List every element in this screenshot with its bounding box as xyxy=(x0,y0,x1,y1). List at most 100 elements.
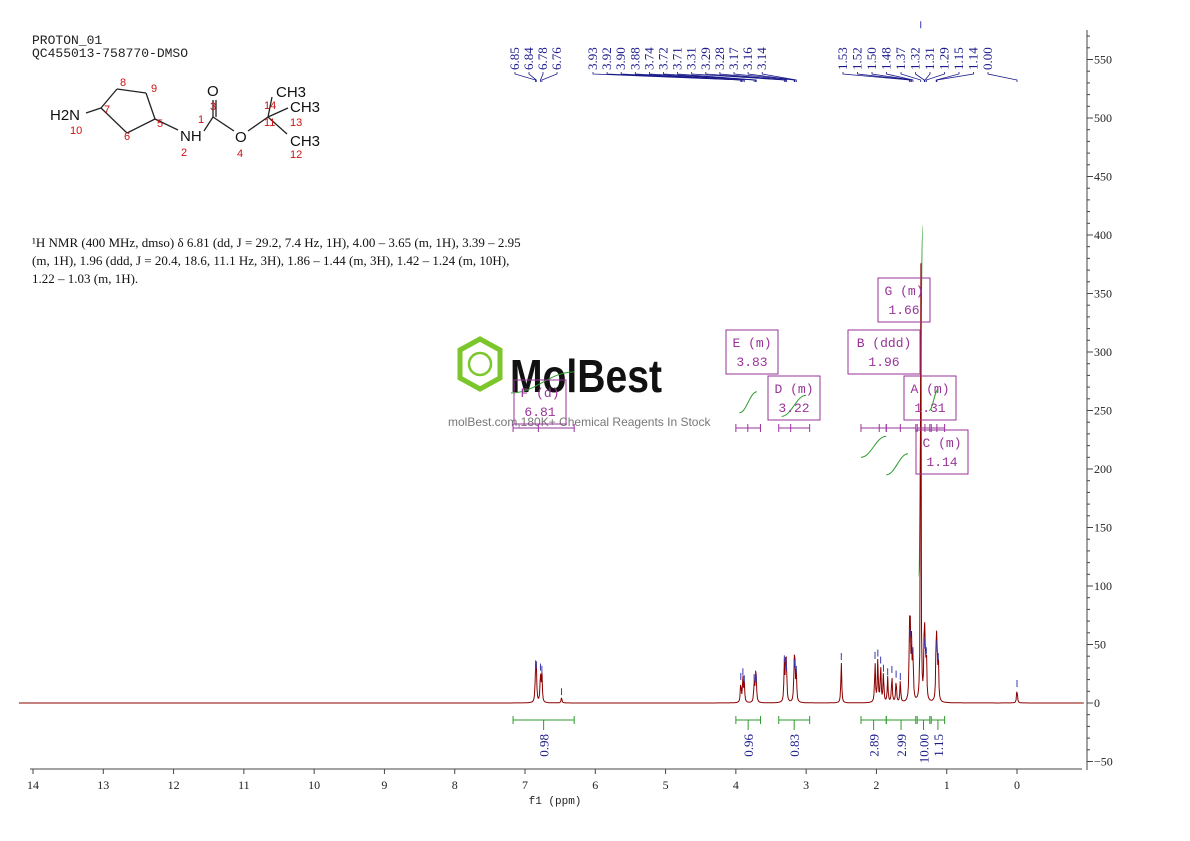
x-axis-label: f1 (ppm) xyxy=(529,796,582,808)
y-tick-label: −50 xyxy=(1094,755,1113,769)
peak-leader xyxy=(649,72,755,82)
y-tick-label: 300 xyxy=(1094,345,1112,359)
y-tick-label: 0 xyxy=(1094,696,1100,710)
atom-index-11: 11 xyxy=(264,117,275,129)
multiplet-label: B (ddd) xyxy=(857,336,912,351)
y-tick-label: 100 xyxy=(1094,579,1112,593)
peak-leader xyxy=(663,72,756,82)
peak-label: 1.31 xyxy=(922,47,937,70)
ester-o-label: O xyxy=(235,129,247,146)
peak-leader xyxy=(871,72,912,82)
peak-label: 1.53 xyxy=(835,47,850,70)
multiplet-label: D (m) xyxy=(774,382,813,397)
multiplet-label: C (m) xyxy=(922,436,961,451)
multiplet-shift: 1.66 xyxy=(888,303,919,318)
peak-leader xyxy=(936,72,974,82)
spectrum-title: PROTON_01 xyxy=(32,33,102,48)
watermark-tagline: molBest.com,180K+ Chemical Reagents In S… xyxy=(448,415,711,429)
peak-label: 1.29 xyxy=(937,47,952,70)
integral-value: 0.98 xyxy=(537,734,552,757)
peak-leader xyxy=(925,72,945,82)
peak-label: 3.16 xyxy=(740,47,755,70)
multiplet-label: F (d) xyxy=(520,386,559,401)
integral-value: 2.89 xyxy=(867,734,882,757)
integral-value: 0.83 xyxy=(787,734,802,757)
peak-label: 3.88 xyxy=(627,47,642,70)
atom-index-8: 8 xyxy=(120,77,126,89)
multiplet-shift: 1.96 xyxy=(868,355,899,370)
x-tick-label: 4 xyxy=(733,778,739,792)
peak-label: 1.50 xyxy=(864,47,879,70)
peak-leader xyxy=(935,72,960,82)
peak-leader xyxy=(705,72,787,82)
multiplet-shift: 3.83 xyxy=(736,355,767,370)
multiplet-shift: 1.31 xyxy=(914,401,945,416)
x-tick-label: 1 xyxy=(944,778,950,792)
peak-label: 1.14 xyxy=(966,47,981,70)
peak-label: 3.71 xyxy=(670,47,685,70)
atom-index-2: 2 xyxy=(181,147,187,159)
multiplet-shift: 3.22 xyxy=(778,401,809,416)
integral-value: 1.15 xyxy=(931,734,946,757)
atom-index-14: 14 xyxy=(264,100,276,112)
peak-label: 3.28 xyxy=(712,47,727,70)
watermark: MolBest molBest.com,180K+ Chemical Reage… xyxy=(448,336,711,429)
peak-leader xyxy=(514,72,536,82)
x-tick-label: 12 xyxy=(168,778,180,792)
peak-label: 1.32 xyxy=(908,47,923,70)
atom-index-1: 1 xyxy=(198,114,204,126)
peak-label: 3.17 xyxy=(726,47,741,70)
y-tick-label: 200 xyxy=(1094,462,1112,476)
peak-label: 6.78 xyxy=(535,47,550,70)
amine-label: H2N xyxy=(50,107,80,124)
x-tick-label: 9 xyxy=(381,778,387,792)
x-tick-label: 14 xyxy=(27,778,39,792)
peak-leader xyxy=(528,72,537,82)
peak-leader xyxy=(747,72,796,82)
atom-index-13: 13 xyxy=(290,117,302,129)
integral-value: 10.00 xyxy=(917,734,932,763)
y-tick-label: 500 xyxy=(1094,111,1112,125)
peak-leader xyxy=(620,72,744,82)
multiplet-label: E (m) xyxy=(732,336,771,351)
peak-label: 6.85 xyxy=(507,47,522,70)
x-tick-label: 10 xyxy=(308,778,320,792)
y-tick-label: 150 xyxy=(1094,521,1112,535)
multiplet-boxes: F (d) 6.81 E (m) 3.83 D (m) 3.22 B (ddd) 1.96 G … xyxy=(512,277,969,475)
peak-labels: 6.85 6.84 6.78 6.76 3.93 3.92 3.90 3.88 3.74 3.72… xyxy=(507,47,1018,82)
peak-label: 3.92 xyxy=(599,47,614,70)
integral-curve xyxy=(860,435,887,458)
peak-label: 3.90 xyxy=(613,47,628,70)
y-tick-label: 350 xyxy=(1094,287,1112,301)
nh-label: NH xyxy=(180,128,202,145)
atom-index-12: 12 xyxy=(290,149,302,161)
peak-leader xyxy=(987,72,1018,82)
x-tick-label: 8 xyxy=(452,778,458,792)
axis-ticks: 14 13 12 11 10 9 8 7 6 5 4 3 2 1 055050045040035030025… xyxy=(27,35,1113,792)
multiplet-box xyxy=(513,379,567,425)
x-tick-label: 7 xyxy=(522,778,528,792)
sample-id: QC455013-758770-DMSO xyxy=(32,46,188,61)
molbest-logo-icon xyxy=(457,336,503,392)
peak-leader xyxy=(691,72,785,82)
multiplet-shift: 6.81 xyxy=(524,405,555,420)
peak-leader xyxy=(886,72,914,82)
peak-leader xyxy=(915,72,925,82)
peak-label: 1.52 xyxy=(850,47,865,70)
peak-leader xyxy=(540,72,544,82)
methyl-13-label: CH3 xyxy=(290,99,320,116)
peak-leader xyxy=(900,72,922,82)
atom-index-10: 10 xyxy=(70,125,82,137)
integral-curve xyxy=(781,394,807,417)
atom-index-3: 3 xyxy=(210,101,216,113)
peak-label: 6.76 xyxy=(549,47,564,70)
peak-label: 3.31 xyxy=(684,47,699,70)
x-tick-label: 11 xyxy=(238,778,250,792)
y-tick-label: 250 xyxy=(1094,404,1112,418)
peak-label: 0.00 xyxy=(980,47,995,70)
peak-leader xyxy=(761,72,797,82)
peak-leader xyxy=(541,72,558,82)
methyl-14-label: CH3 xyxy=(276,84,306,101)
spectrum-line xyxy=(18,263,1084,704)
atom-index-7: 7 xyxy=(104,104,110,116)
